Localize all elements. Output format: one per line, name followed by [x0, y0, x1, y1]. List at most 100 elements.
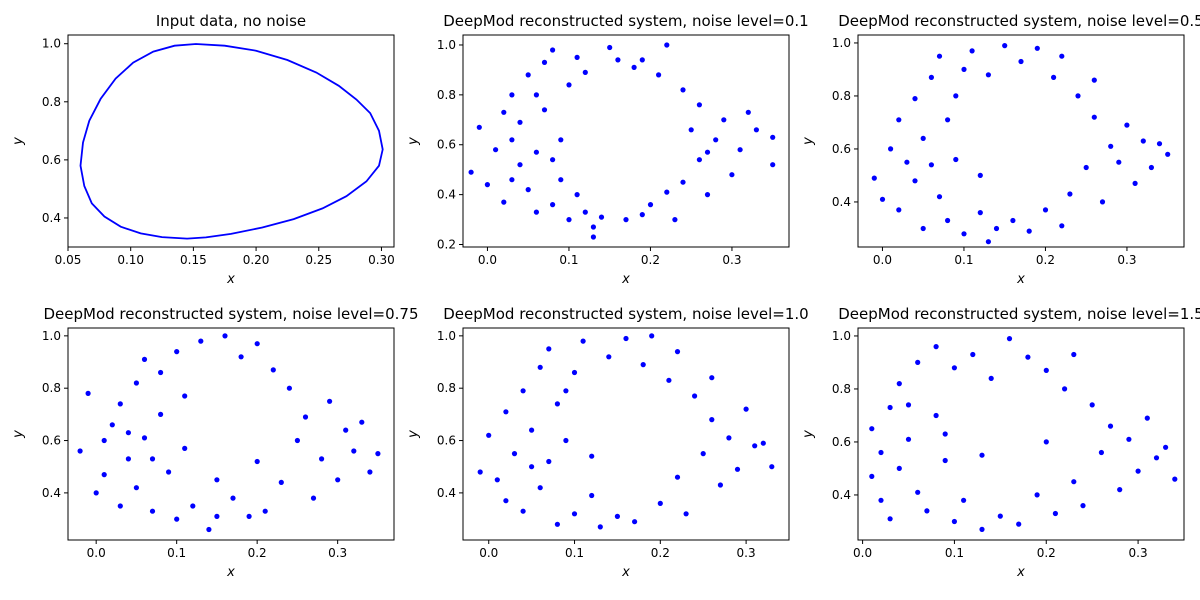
- data-point: [745, 109, 751, 115]
- x-tick-label: 0.1: [954, 253, 973, 267]
- data-point: [666, 377, 672, 383]
- data-point: [1042, 207, 1049, 213]
- data-point: [692, 393, 698, 399]
- data-point: [933, 344, 939, 350]
- y-tick-label: 0.6: [42, 153, 61, 167]
- data-point: [494, 477, 500, 483]
- data-point: [109, 422, 115, 428]
- data-point: [468, 169, 474, 175]
- data-point: [214, 513, 220, 520]
- x-axis-label: x: [1016, 565, 1025, 580]
- data-point: [887, 516, 893, 522]
- plot-area: [79, 43, 384, 240]
- y-tick-label: 0.4: [437, 486, 456, 500]
- data-point: [915, 489, 921, 495]
- data-point: [182, 445, 188, 451]
- data-point: [270, 367, 276, 373]
- data-point: [969, 48, 975, 54]
- data-point: [580, 338, 586, 344]
- data-point: [166, 469, 172, 475]
- data-point: [133, 485, 139, 491]
- data-point: [590, 224, 597, 230]
- x-tick-label: 0.2: [1037, 546, 1056, 560]
- data-point: [1059, 223, 1065, 229]
- panel-3: 0.0 0.1 0.2 0.3 0.4 0.6 0.8 1.0 DeepMod reconstr…: [801, 12, 1200, 287]
- data-point: [1153, 455, 1160, 461]
- x-tick-label: 0.2: [641, 253, 660, 267]
- x-tick-label: 0.05: [55, 253, 82, 267]
- y-tick-label: 0.8: [42, 381, 61, 395]
- data-point: [696, 157, 703, 163]
- chart-title: DeepMod reconstructed system, noise leve…: [43, 305, 418, 323]
- data-point: [953, 156, 959, 163]
- data-point: [649, 333, 655, 339]
- data-point: [327, 398, 333, 404]
- data-point: [589, 492, 595, 499]
- data-point: [680, 87, 686, 93]
- data-point: [704, 149, 711, 155]
- x-axis-label: x: [226, 565, 235, 580]
- data-point: [533, 92, 540, 98]
- data-point: [238, 354, 244, 360]
- y-tick-label: 1.0: [832, 329, 851, 343]
- data-point: [525, 72, 531, 78]
- plot-area: [477, 333, 775, 530]
- data-point: [517, 162, 523, 168]
- data-point: [928, 74, 935, 80]
- data-point: [896, 117, 902, 123]
- data-point: [656, 72, 662, 78]
- axes-frame: [857, 34, 1185, 248]
- data-point: [93, 490, 99, 496]
- data-point: [737, 147, 743, 153]
- data-point: [101, 437, 107, 444]
- x-tick-label: 0.0: [87, 546, 106, 560]
- data-point: [709, 417, 715, 423]
- data-point: [501, 109, 507, 115]
- data-point: [726, 435, 732, 441]
- data-point: [517, 119, 523, 125]
- x-tick-label: 0.20: [243, 253, 270, 267]
- data-point: [977, 172, 983, 178]
- data-point: [1116, 159, 1122, 165]
- data-point: [888, 146, 894, 152]
- data-point: [484, 182, 490, 188]
- data-point: [117, 401, 123, 407]
- data-point: [541, 59, 548, 65]
- data-point: [1148, 164, 1154, 171]
- y-tick-label: 1.0: [832, 36, 851, 50]
- data-point: [125, 430, 131, 436]
- data-point: [709, 375, 715, 381]
- data-point: [920, 135, 926, 141]
- data-point: [1089, 402, 1095, 408]
- data-point: [222, 333, 228, 339]
- y-tick-label: 1.0: [42, 329, 61, 343]
- data-point: [529, 427, 535, 433]
- data-point: [979, 526, 985, 533]
- data-point: [174, 516, 180, 522]
- data-point: [717, 482, 724, 488]
- data-point: [529, 464, 535, 470]
- data-point: [878, 497, 884, 503]
- y-axis-label: y: [11, 430, 26, 439]
- data-point: [571, 369, 578, 376]
- data-point: [375, 451, 381, 457]
- data-point: [278, 479, 284, 485]
- data-point: [871, 175, 877, 181]
- data-point: [869, 473, 875, 479]
- data-point: [896, 207, 902, 213]
- data-point: [520, 388, 526, 394]
- data-point: [1083, 164, 1089, 171]
- data-point: [286, 385, 292, 391]
- data-point: [125, 456, 131, 462]
- data-point: [1002, 43, 1008, 49]
- data-point: [640, 362, 646, 368]
- data-point: [1108, 143, 1114, 149]
- data-point: [683, 511, 689, 517]
- data-point: [141, 435, 148, 441]
- y-tick-label: 0.6: [42, 434, 61, 448]
- data-point: [174, 349, 180, 355]
- data-point: [198, 338, 204, 344]
- plot-area: [871, 43, 1171, 245]
- panel-5: 0.0 0.1 0.2 0.3 0.4 0.6 0.8 1.0 DeepMod reconstr…: [406, 305, 809, 580]
- data-point: [563, 388, 569, 394]
